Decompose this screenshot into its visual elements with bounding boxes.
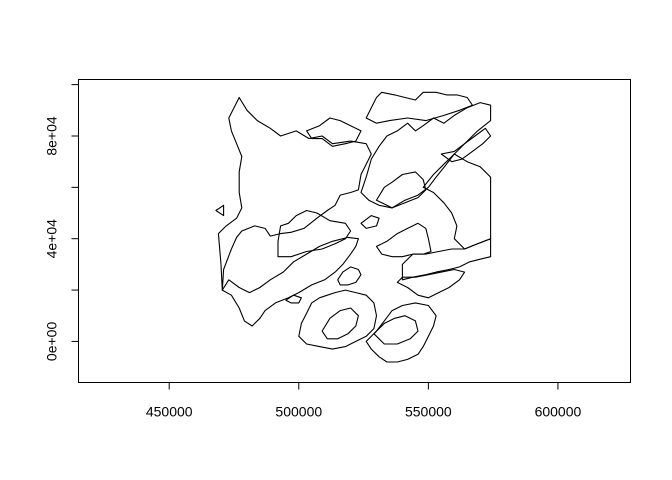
- map-polygon-nw-inner: [306, 117, 362, 147]
- map-polygon-small-patch-2: [285, 294, 302, 304]
- map-polygon-south-complex-west: [298, 289, 378, 350]
- x-axis: 450000 500000 550000 600000: [146, 382, 582, 420]
- map-polygon-small-patch-3: [215, 204, 225, 217]
- y-tick-label: 4e+04: [44, 219, 60, 259]
- map-polygon-east-strip: [401, 238, 492, 281]
- x-tick-label: 600000: [535, 404, 582, 420]
- map-polygon-north-cap: [365, 91, 473, 124]
- y-axis: 0e+00 4e+04 8e+04: [44, 84, 79, 362]
- map-polygon-southwest-arm: [221, 236, 359, 327]
- map-polygon-ne-inner: [440, 127, 492, 163]
- map-polygon-small-patch-4: [360, 215, 380, 229]
- map-polygon-north-central: [360, 102, 492, 209]
- map-polygon-east-block: [422, 153, 492, 250]
- polygon-layer: [215, 91, 492, 363]
- y-tick-label: 8e+04: [44, 116, 60, 156]
- map-polygon-small-patch-1: [337, 266, 362, 286]
- map-polygon-west-region: [217, 96, 372, 291]
- map-polygon-east-south-strip: [396, 268, 466, 299]
- map-polygon-mid-ne: [375, 171, 427, 209]
- x-tick-label: 550000: [405, 404, 452, 420]
- map-polygon-central-lobe: [277, 209, 352, 258]
- x-tick-label: 450000: [146, 404, 193, 420]
- y-tick-label: 0e+00: [44, 322, 60, 362]
- map-polygon-south-inner-a: [321, 307, 359, 340]
- plot-frame: [78, 79, 631, 383]
- map-polygon-mid-east: [375, 222, 432, 258]
- map-polygon-south-complex-east: [365, 302, 437, 363]
- map-polygon-south-inner-b: [373, 315, 419, 345]
- x-tick-label: 500000: [275, 404, 322, 420]
